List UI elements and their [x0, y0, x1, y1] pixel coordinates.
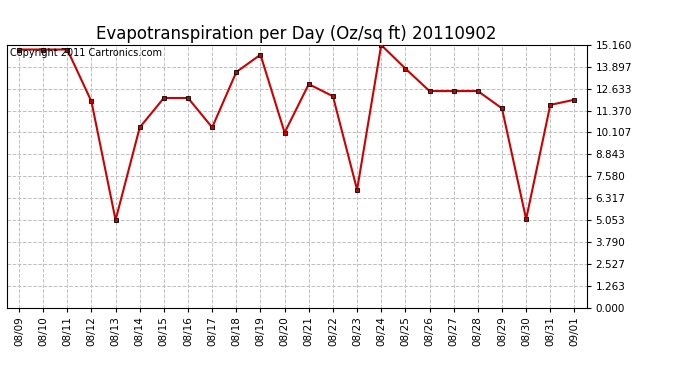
Title: Evapotranspiration per Day (Oz/sq ft) 20110902: Evapotranspiration per Day (Oz/sq ft) 20… [97, 26, 497, 44]
Text: Copyright 2011 Cartronics.com: Copyright 2011 Cartronics.com [10, 48, 161, 58]
